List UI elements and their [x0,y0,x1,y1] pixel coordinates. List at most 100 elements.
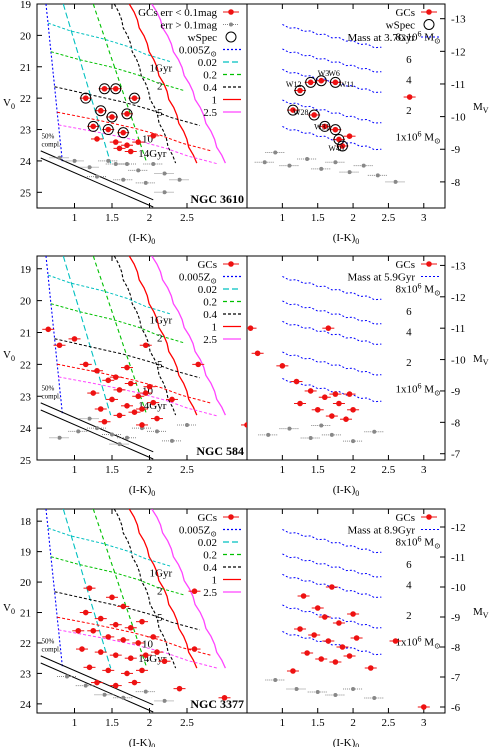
gc-point [116,387,123,393]
completeness-label: compl. [42,141,61,149]
gc-point [346,653,353,659]
gc-point [150,634,157,640]
wspec-marker [329,76,341,88]
x-tick-label: 2.5 [382,464,396,476]
gc-point [367,665,374,671]
gc-point-faint [162,698,167,703]
legend-entry: Mass at 8.9Gyr [347,525,415,537]
y-tick-label: -11 [451,323,465,335]
gc-point [124,111,130,117]
y-tick-label: 20 [20,296,32,308]
gc-point-series [247,325,360,423]
metallicity-track [151,509,226,669]
x-tick-label: 1.5 [105,464,119,476]
gc-point [127,655,134,661]
right-plot-frame [246,508,446,714]
gc-point [82,609,89,616]
gc-point-series [286,77,416,149]
cluster-label: W40 [328,144,344,153]
gc-point-faint [95,426,99,431]
gc-point-faint [393,179,398,184]
gc-point-faint [95,174,99,179]
y-tick-label: 19 [20,264,32,276]
cluster-label: W11 [339,80,354,89]
mass-line [282,300,382,325]
gc-point [332,659,339,665]
x-tick-label: 2.5 [382,212,396,224]
y-tick-label: 25 [20,187,32,199]
gc-point [131,679,138,686]
gc-point-faint [121,177,126,182]
mass-label: 4 [406,327,412,339]
legend-entry: 0.2 [203,297,217,309]
legend-swatch [228,9,234,15]
gc-point [127,148,134,155]
legend-entry: 2.5 [203,587,217,599]
galaxy-name: NGC 584 [196,444,244,458]
y-tick-label: 23 [20,125,32,137]
gc-point [350,611,356,617]
gc-point-faint [155,429,159,434]
cluster-label: W3 [318,69,330,78]
gc-point [142,342,149,349]
wspec-marker [106,111,118,123]
cluster-label: W28 [293,108,309,117]
age-track [47,527,172,567]
gc-point [321,123,328,130]
gc-point [346,391,353,397]
gc-point [45,326,52,333]
gc-point [105,667,112,674]
gc-point-faint [106,158,111,163]
y-tick-label: -13 [451,14,466,26]
gc-point-faint [294,687,299,691]
mass-label: 8x106 M⊙ [396,30,441,46]
y-tick-label: -6 [451,702,461,714]
y-axis-label: MV [473,606,489,620]
gc-point-faint-series [258,423,385,444]
gc-point [124,670,130,677]
gc-point-faint [76,429,81,434]
y-tick-label: -12 [451,46,466,58]
legend-entry: 0.4 [203,309,217,321]
legend-entry: err > 0.1mag [160,20,217,32]
galaxy-name: NGC 3377 [190,697,244,711]
isochrone-label: 2 [157,586,163,598]
legend-entry: 2.5 [203,334,217,346]
gc-point [90,123,97,130]
mass-line [282,320,382,346]
gc-point [336,400,342,407]
gc-point-faint [273,678,278,682]
mass-line [282,630,382,656]
gc-point [346,133,353,139]
gc-point-faint [315,690,320,694]
mass-label: 4 [406,580,412,592]
gc-point-faint [121,695,126,700]
legend-swatch [228,261,234,267]
legend-entry: GCs [395,7,415,19]
mass-label: 1x106 M⊙ [396,635,441,651]
y-axis-label: V0 [3,97,15,111]
gc-point [71,336,78,342]
gc-point [97,406,104,412]
gc-point [154,649,160,655]
age-track [57,111,212,152]
y-tick-label: -11 [451,552,465,564]
mass-label: 6 [406,306,412,318]
mass-line [282,351,382,376]
legend-entry: 1 [212,322,218,334]
y-tick-label: -9 [451,386,461,398]
x-tick-label: 1.5 [105,717,119,729]
y-tick-label: 24 [20,699,32,711]
legend-swatch [423,19,435,30]
gc-point-faint [117,442,122,447]
mass-line [282,99,382,124]
age-track [50,303,185,344]
age-track [58,376,218,417]
gc-point-faint [287,163,292,168]
isochrone-label: 5 [157,107,163,119]
gc-point [325,325,332,331]
metallicity-track [151,256,226,416]
y-tick-label: 20 [20,30,32,42]
